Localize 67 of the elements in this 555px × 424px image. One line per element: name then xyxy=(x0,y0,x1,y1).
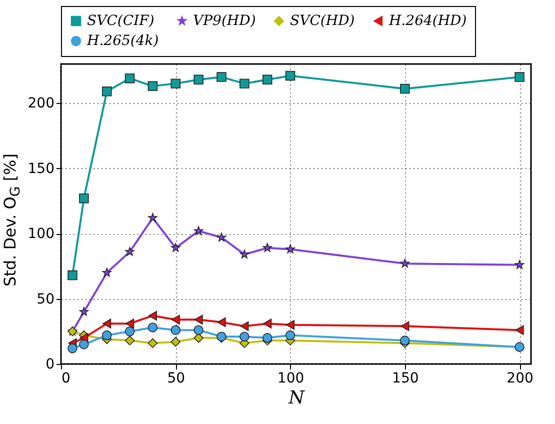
point xyxy=(170,336,181,347)
point xyxy=(79,193,89,204)
point xyxy=(68,270,78,280)
point xyxy=(217,317,226,328)
point xyxy=(124,326,135,336)
point xyxy=(194,325,204,335)
point xyxy=(400,321,410,332)
point xyxy=(102,86,112,96)
x-axis-title: N xyxy=(288,388,306,408)
point xyxy=(514,260,524,269)
point xyxy=(286,244,295,254)
x-tick-label: 0 xyxy=(62,370,70,386)
point xyxy=(126,318,134,328)
legend-label: H.265(4k) xyxy=(86,33,159,49)
point xyxy=(240,78,250,88)
point xyxy=(262,333,272,343)
y-tick-label: 50 xyxy=(36,291,54,308)
point xyxy=(170,243,180,252)
point xyxy=(285,330,296,340)
point xyxy=(194,226,204,235)
point xyxy=(102,268,112,277)
point xyxy=(170,325,181,335)
y-tick-label: 0 xyxy=(46,356,54,372)
point xyxy=(194,333,204,343)
point xyxy=(263,318,272,328)
point xyxy=(102,330,112,340)
legend-label: H.264(HD) xyxy=(388,13,467,29)
point xyxy=(285,70,296,81)
point xyxy=(286,320,295,330)
y-tick-label: 150 xyxy=(28,160,54,177)
point xyxy=(102,318,112,328)
x-tick-label: 100 xyxy=(277,370,304,386)
point xyxy=(79,340,89,350)
point xyxy=(68,343,78,354)
point xyxy=(124,73,135,84)
legend-label: VP9(HD) xyxy=(193,13,256,29)
y-tick-label: 100 xyxy=(28,226,54,242)
point xyxy=(216,72,226,82)
x-tick-label: 50 xyxy=(167,370,186,386)
point xyxy=(170,78,181,88)
point xyxy=(400,84,410,94)
point xyxy=(148,213,158,222)
point xyxy=(148,338,158,348)
point xyxy=(240,332,250,342)
point xyxy=(194,314,203,325)
point xyxy=(171,314,180,325)
point xyxy=(148,322,158,332)
x-tick-label: 150 xyxy=(392,370,419,386)
point xyxy=(125,246,134,256)
point xyxy=(124,336,135,346)
point xyxy=(400,336,410,346)
point xyxy=(240,250,250,258)
legend-label: SVC(HD) xyxy=(290,13,355,29)
point xyxy=(216,232,226,242)
point xyxy=(262,243,272,252)
x-tick-label: 200 xyxy=(506,370,534,386)
point xyxy=(148,81,158,92)
point xyxy=(400,258,410,268)
point xyxy=(148,310,157,321)
point xyxy=(515,325,524,335)
point xyxy=(514,72,524,82)
legend-label: SVC(CIF) xyxy=(87,13,154,29)
point xyxy=(262,74,272,85)
point xyxy=(240,321,249,332)
point xyxy=(79,306,89,316)
point xyxy=(194,74,204,85)
y-tick-label: 200 xyxy=(28,96,54,112)
